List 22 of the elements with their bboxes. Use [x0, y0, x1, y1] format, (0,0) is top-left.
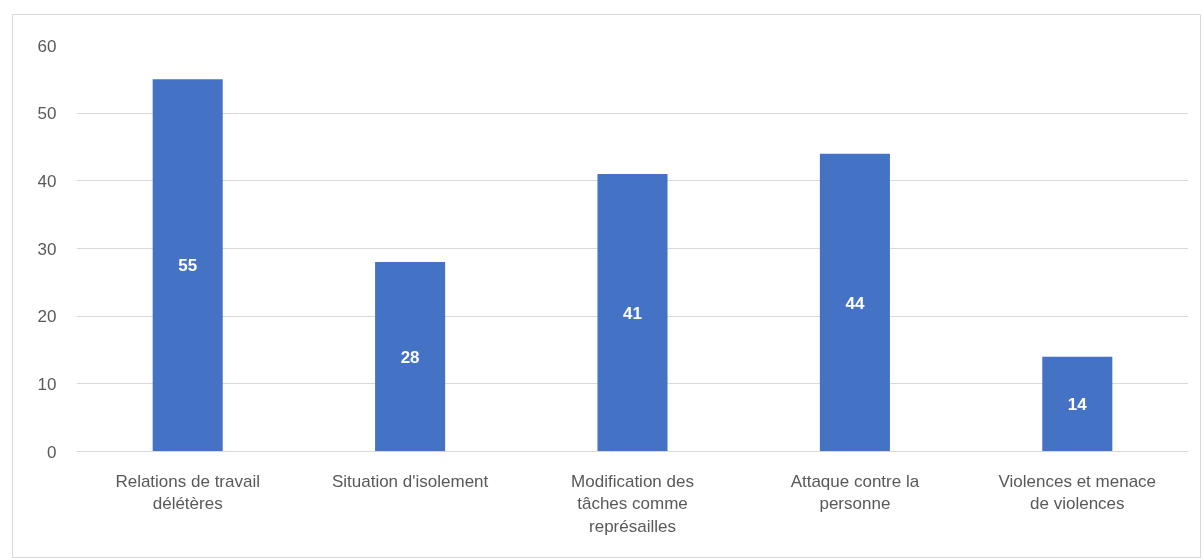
- bar: [597, 174, 668, 452]
- bar: [375, 262, 446, 452]
- data-label: 14: [1067, 395, 1088, 415]
- x-tick-label: Violences et menace de violences: [998, 471, 1157, 514]
- x-tick-label: Relations de travail délétères: [115, 471, 260, 514]
- y-tick-label: 10: [37, 374, 57, 394]
- data-label: 28: [400, 347, 420, 367]
- y-tick-label: 30: [37, 239, 57, 259]
- data-label: 55: [178, 256, 198, 276]
- x-tick-label: Attaque contre la personne: [790, 471, 920, 514]
- data-label: 44: [845, 293, 865, 313]
- y-tick-label: 40: [37, 171, 57, 191]
- bar: [1042, 356, 1113, 452]
- y-tick-label: 50: [37, 104, 57, 124]
- bar: [152, 79, 223, 452]
- x-tick-label: Situation d'isolement: [331, 471, 489, 491]
- x-tick-label: Modification des tâches comme représailles: [571, 471, 694, 537]
- y-tick-label: 0: [47, 442, 57, 462]
- y-tick-label: 20: [37, 307, 57, 327]
- y-tick-label: 60: [37, 36, 57, 56]
- bar: [819, 153, 890, 452]
- data-label: 41: [623, 303, 642, 323]
